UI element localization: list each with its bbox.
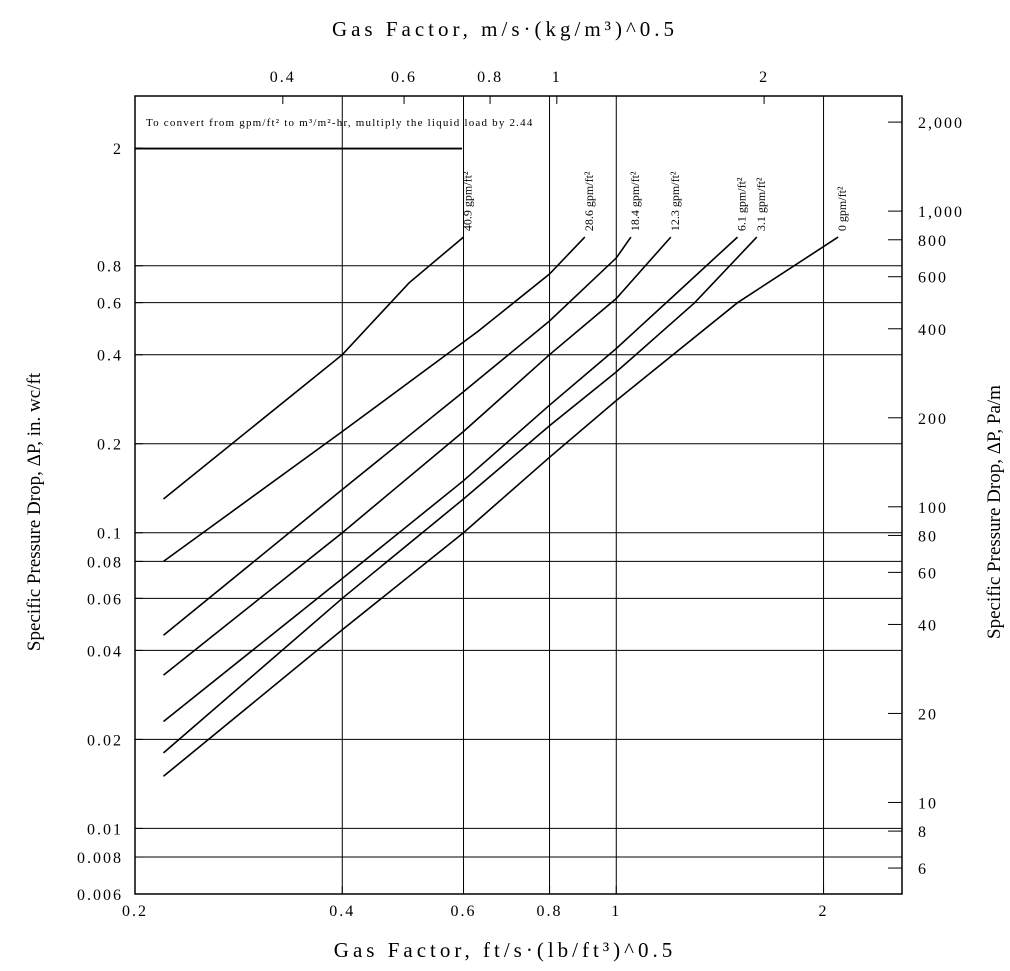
y-tick-label: 0.6: [97, 296, 123, 313]
y-tick-label: 0.04: [87, 643, 123, 660]
right-axis-title: Specific Pressure Drop, ΔP, Pa/m: [984, 385, 1005, 639]
conversion-note: To convert from gpm/ft² to m³/m²-hr, mul…: [146, 117, 534, 129]
right-y-tick-label: 40: [918, 617, 938, 634]
series-label: 28.6 gpm/ft²: [582, 171, 596, 231]
right-y-tick-label: 800: [918, 233, 948, 250]
series-line: [162, 236, 632, 636]
x-tick-label: 0.6: [451, 903, 477, 920]
y-tick-label: 0.06: [87, 591, 123, 608]
y-tick-label: 0.006: [77, 887, 123, 904]
right-y-tick-label: 20: [918, 706, 938, 723]
y-tick-label: 0.08: [87, 554, 123, 571]
y-tick-label: 0.008: [77, 850, 123, 867]
right-y-tick-label: 6: [918, 861, 928, 878]
series-label: 12.3 gpm/ft²: [668, 171, 682, 231]
y-tick-label: 0.8: [97, 259, 123, 276]
top-x-tick-label: 2: [759, 69, 769, 86]
right-y-tick-label: 80: [918, 528, 938, 545]
series-label: 3.1 gpm/ft²: [754, 177, 768, 231]
x-tick-label: 1: [611, 903, 621, 920]
series-label: 18.4 gpm/ft²: [628, 171, 642, 231]
x-tick-label: 0.8: [537, 903, 563, 920]
right-y-tick-label: 1,000: [918, 204, 964, 221]
top-x-tick-label: 1: [552, 69, 562, 86]
right-y-tick-label: 8: [918, 824, 928, 841]
right-y-tick-label: 200: [918, 411, 948, 428]
x-tick-label: 0.2: [122, 903, 148, 920]
bottom-axis-title: Gas Factor, ft/s·(lb/ft³)^0.5: [334, 938, 676, 962]
gridlines: [135, 96, 902, 894]
top-x-tick-label: 0.8: [477, 69, 503, 86]
right-y-tick-label: 60: [918, 565, 938, 582]
x-tick-label: 0.4: [329, 903, 355, 920]
series-labels: 40.9 gpm/ft² 28.6 gpm/ft² 18.4 gpm/ft² 12.3…: [461, 171, 850, 231]
right-y-tick-label: 600: [918, 270, 948, 287]
series-label: 6.1 gpm/ft²: [735, 177, 749, 231]
series-line: [163, 236, 672, 676]
right-y-tick-label: 2,000: [918, 115, 964, 132]
y-tick-label: 0.02: [87, 732, 123, 749]
right-y-tick-label: 400: [918, 322, 948, 339]
y-tick-label: 0.1: [97, 526, 123, 543]
series-label: 40.9 gpm/ft²: [461, 171, 475, 231]
series-line: [163, 236, 739, 723]
y-tick-label: 0.4: [97, 348, 123, 365]
y-tick-label: 0.2: [97, 437, 123, 454]
series-curves: [162, 236, 839, 777]
series-line: [162, 236, 758, 754]
series-label: 0 gpm/ft²: [835, 186, 849, 231]
top-x-tick-label: 0.4: [270, 69, 296, 86]
series-line: [163, 236, 586, 563]
right-y-tick-label: 10: [918, 795, 938, 812]
y-tick-label: 2: [113, 141, 123, 158]
right-y-tick-label: 100: [918, 500, 948, 517]
series-line: [162, 236, 839, 777]
axis-ticks: 0.2 0.4 0.6 0.8 1 20.4 0.6 0.8 1 220.80.60.40.20.…: [77, 69, 964, 920]
series-line: [162, 236, 465, 500]
plot-frame: [134, 95, 903, 895]
left-axis-title: Specific Pressure Drop, ΔP, in. wc/ft: [24, 372, 45, 651]
top-x-tick-label: 0.6: [391, 69, 417, 86]
y-tick-label: 0.01: [87, 821, 123, 838]
x-tick-label: 2: [819, 903, 829, 920]
top-axis-title: Gas Factor, m/s·(kg/m³)^0.5: [332, 17, 678, 41]
